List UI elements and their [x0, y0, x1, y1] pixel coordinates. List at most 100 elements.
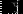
Point	[2, 11, 3, 12]
Point	[2, 11, 3, 12]
Bar	[2, 9, 4, 12]
Point	[3, 11, 4, 12]
Point	[2, 10, 3, 11]
Point	[2, 11, 3, 12]
Point	[2, 10, 3, 11]
Point	[5, 10, 6, 11]
Point	[3, 10, 4, 11]
Point	[3, 10, 4, 11]
Point	[2, 11, 3, 12]
Text: • 19.1% of total: • 19.1% of total	[17, 3, 23, 14]
Point	[4, 8, 5, 9]
Point	[2, 11, 3, 12]
Point	[3, 10, 4, 11]
Point	[2, 11, 3, 12]
Point	[4, 11, 5, 12]
Point	[2, 11, 3, 12]
Point	[3, 11, 4, 12]
Point	[2, 11, 3, 12]
Point	[3, 11, 4, 12]
Point	[4, 10, 5, 11]
Point	[2, 8, 3, 9]
Point	[2, 10, 3, 11]
Point	[3, 11, 4, 12]
Point	[4, 8, 5, 9]
Point	[4, 10, 5, 11]
Text: Titer ↑ , VCD ↓: Titer ↑ , VCD ↓	[17, 0, 23, 11]
Point	[4, 11, 5, 12]
Point	[3, 11, 4, 12]
Bar	[4, 9, 15, 12]
Text: Titer ↓ , VCD ↑: Titer ↓ , VCD ↑	[17, 2, 23, 14]
Point	[6, 10, 7, 11]
Point	[2, 10, 3, 11]
Point	[2, 8, 3, 9]
Text: •10.3% of total: •10.3% of total	[17, 0, 23, 12]
Point	[5, 7, 6, 8]
Text: • 286 conditions: • 286 conditions	[17, 3, 23, 14]
Point	[2, 7, 3, 8]
Point	[3, 11, 4, 12]
Point	[2, 11, 3, 12]
Point	[2, 6, 3, 7]
Point	[3, 11, 4, 12]
Point	[2, 11, 3, 12]
Point	[2, 11, 3, 12]
Point	[2, 11, 3, 12]
Point	[2, 11, 3, 12]
Point	[4, 8, 5, 9]
Text: Titer ↓ , VCD ↓: Titer ↓ , VCD ↓	[17, 0, 23, 14]
Point	[4, 5, 5, 6]
Point	[6, 11, 7, 12]
Point	[6, 11, 7, 12]
Point	[2, 10, 3, 11]
Point	[2, 8, 3, 9]
Point	[2, 11, 3, 12]
Point	[6, 11, 7, 12]
Text: •19.0% of total: •19.0% of total	[17, 0, 23, 14]
Point	[3, 10, 4, 11]
Point	[3, 10, 4, 11]
Point	[5, 11, 6, 12]
Point	[2, 11, 3, 12]
Point	[4, 11, 5, 12]
Point	[2, 10, 3, 11]
Point	[3, 11, 4, 12]
Point	[8, 8, 9, 9]
Point	[3, 11, 4, 12]
Point	[5, 10, 6, 11]
Point	[6, 8, 7, 9]
Point	[2, 10, 3, 11]
Point	[3, 10, 4, 11]
Point	[3, 10, 4, 11]
Point	[2, 7, 3, 8]
Text: • 50.8% of total: • 50.8% of total	[17, 0, 23, 14]
Point	[12, 8, 13, 9]
Point	[9, 7, 10, 8]
Point	[2, 11, 3, 12]
Point	[5, 11, 6, 12]
Point	[2, 10, 3, 11]
Text: Figure 1.: Figure 1.	[2, 0, 23, 14]
Point	[8, 8, 9, 9]
Point	[2, 11, 3, 12]
Point	[4, 10, 5, 11]
Point	[4, 10, 5, 11]
Text: •155 conditions: •155 conditions	[17, 0, 23, 11]
Point	[2, 11, 3, 12]
Point	[2, 8, 3, 9]
Point	[2, 10, 3, 11]
Text: • 762 conditions: • 762 conditions	[17, 0, 23, 14]
Point	[4, 8, 5, 9]
Point	[2, 11, 3, 12]
Point	[3, 10, 4, 11]
Point	[3, 10, 4, 11]
Point	[4, 10, 5, 11]
Point	[6, 8, 7, 9]
Point	[2, 11, 3, 12]
Point	[2, 8, 3, 9]
Point	[5, 7, 6, 8]
Point	[6, 8, 7, 9]
Point	[3, 10, 4, 11]
Point	[4, 8, 5, 9]
